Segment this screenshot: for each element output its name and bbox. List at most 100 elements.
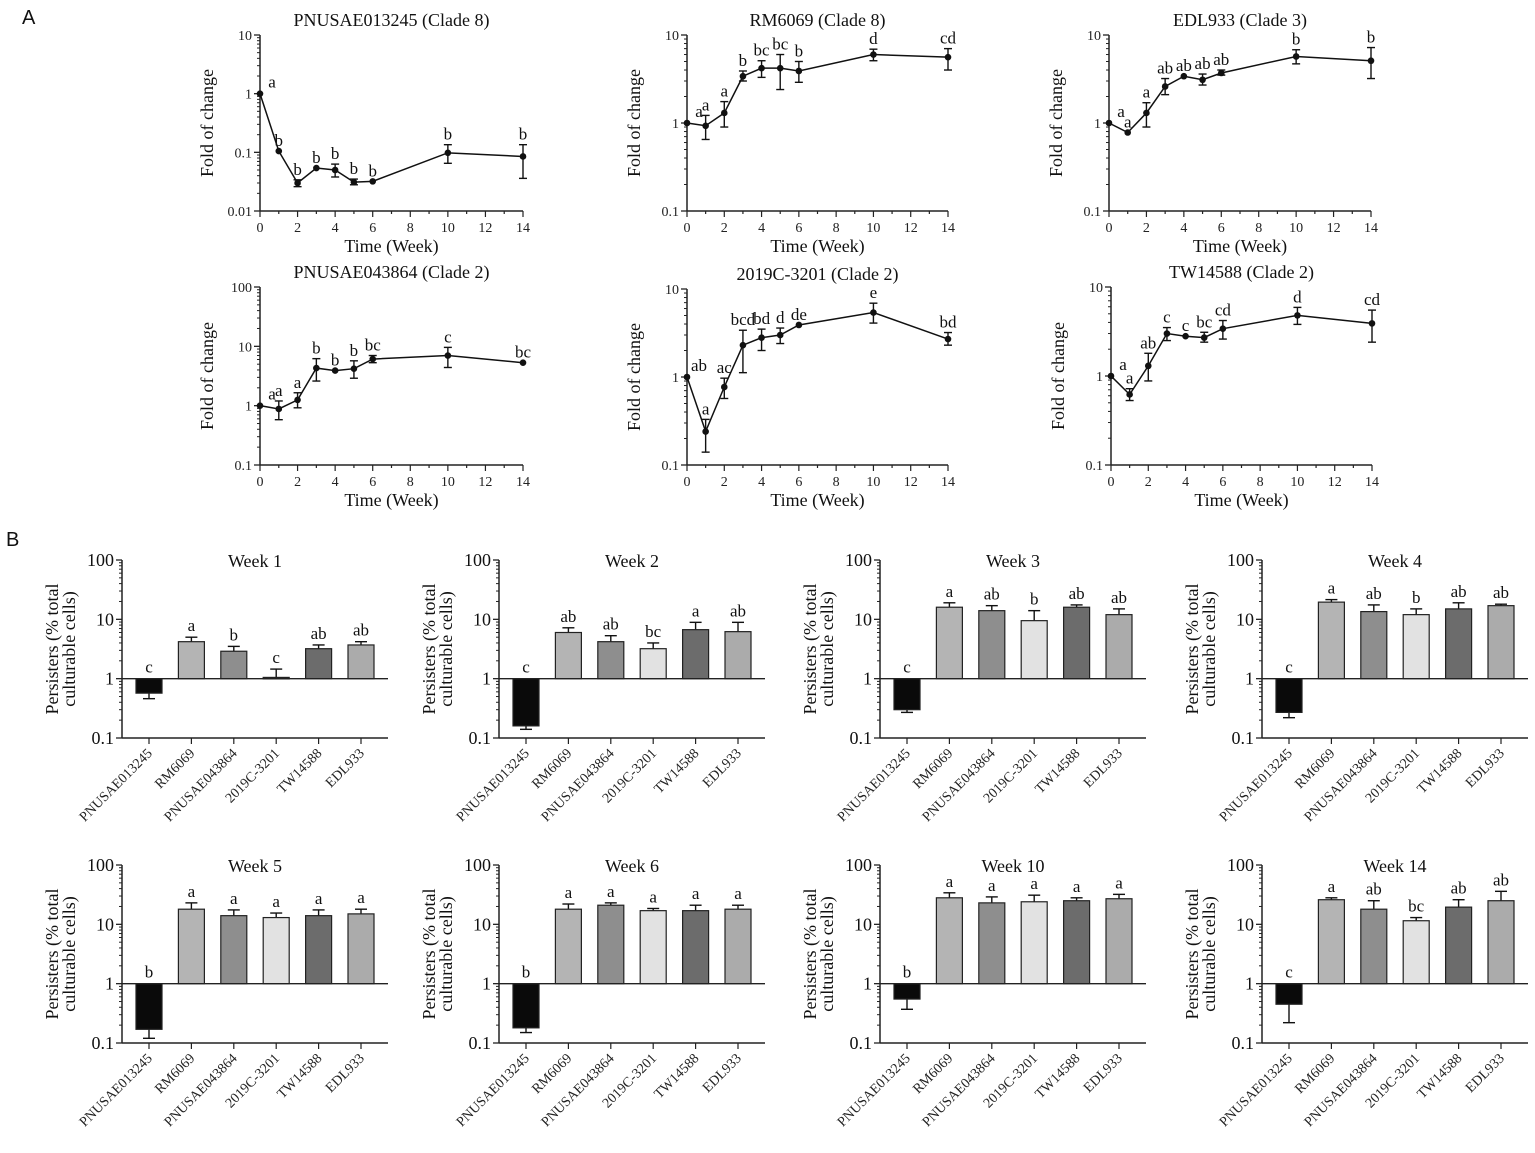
bar: [724, 631, 752, 680]
y-tick-label: 100: [87, 550, 114, 570]
x-tick-label: PNUSAE013245: [1217, 746, 1296, 825]
significance-letter: b: [350, 341, 359, 360]
x-tick-label: 6: [795, 221, 802, 236]
x-tick-label: PNUSAE013245: [454, 1051, 533, 1130]
data-point: [1200, 334, 1208, 341]
data-point: [739, 72, 747, 80]
y-tick-label: 1: [672, 117, 679, 132]
x-tick-label: 8: [1257, 475, 1264, 490]
series-line: [1110, 314, 1373, 396]
bar: [597, 904, 625, 985]
x-tick-label: 14: [516, 475, 530, 490]
y-axis-label: Persisters (% total: [419, 584, 440, 715]
data-point: [758, 334, 765, 341]
y-tick-label: 10: [96, 609, 114, 629]
y-tick-label: 0.1: [850, 728, 873, 748]
x-tick-label: 0: [1106, 221, 1113, 236]
data-point: [275, 147, 283, 155]
bar: [893, 678, 921, 711]
x-tick-label: 2: [294, 221, 301, 236]
significance-letter: b: [331, 144, 340, 163]
significance-letter: de: [791, 305, 807, 324]
y-axis-label: culturable cells): [436, 896, 457, 1011]
data-point: [256, 90, 264, 97]
significance-letter: bd: [940, 313, 958, 332]
x-tick-label: PNUSAE013245: [835, 1051, 914, 1130]
significance-letter: a: [734, 884, 742, 903]
x-tick-label: TW14588: [1033, 1051, 1084, 1102]
data-point: [1217, 69, 1225, 77]
significance-letter: a: [294, 373, 302, 392]
bar: [135, 678, 163, 694]
y-axis-label: culturable cells): [59, 896, 80, 1011]
significance-letter: a: [565, 883, 573, 902]
data-point: [944, 53, 952, 61]
significance-letter: bc: [1196, 312, 1213, 331]
x-tick-label: PNUSAE043864: [1302, 746, 1381, 825]
bar: [978, 610, 1006, 680]
x-tick-label: PNUSAE043864: [539, 746, 618, 825]
x-tick-label: 14: [1365, 475, 1379, 490]
x-axis-label: Time (Week): [344, 236, 438, 257]
y-tick-label: 1: [672, 371, 679, 386]
y-tick-label: 0.1: [1232, 1033, 1255, 1053]
y-tick-label: 10: [1087, 29, 1101, 44]
x-tick-label: PNUSAE013245: [77, 1051, 156, 1130]
significance-letter: a: [1115, 873, 1123, 892]
x-tick-label: 14: [516, 221, 530, 236]
chart-title: PNUSAE013245 (Clade 8): [294, 10, 490, 31]
x-tick-label: PNUSAE043864: [162, 1051, 241, 1130]
significance-letter: c: [1163, 308, 1171, 327]
y-tick-label: 1: [105, 669, 114, 689]
bar: [1062, 900, 1091, 985]
significance-letter: b: [519, 125, 528, 144]
bar: [681, 629, 710, 680]
x-tick-label: EDL933: [1081, 746, 1126, 791]
y-tick-label: 10: [238, 29, 252, 44]
bar: [512, 983, 540, 1029]
x-tick-label: 14: [941, 475, 955, 490]
bar: [1487, 900, 1515, 985]
significance-letter: d: [869, 29, 878, 48]
significance-letter: a: [357, 888, 365, 907]
significance-letter: b: [444, 125, 453, 144]
significance-letter: b: [368, 161, 377, 180]
chart-title: TW14588 (Clade 2): [1169, 262, 1314, 283]
bar: [1062, 606, 1091, 680]
bar: [1444, 906, 1473, 985]
x-tick-label: EDL933: [323, 746, 368, 791]
y-tick-label: 0.01: [228, 205, 253, 220]
bar: [554, 908, 583, 985]
significance-letter: c: [444, 327, 452, 346]
y-axis-label: culturable cells): [1199, 591, 1220, 706]
x-tick-label: TW14588: [652, 746, 703, 797]
data-point: [776, 64, 784, 72]
x-tick-label: 4: [1182, 475, 1189, 490]
y-tick-label: 1: [245, 88, 252, 103]
significance-letter: a: [695, 102, 703, 121]
significance-letter: bcd: [731, 310, 756, 329]
data-point: [1124, 129, 1132, 136]
significance-letter: ab: [311, 624, 327, 643]
significance-letter: a: [702, 399, 710, 418]
x-tick-label: 6: [369, 475, 376, 490]
significance-letter: b: [1367, 28, 1376, 47]
significance-letter: a: [1030, 874, 1038, 893]
bar: [978, 902, 1006, 985]
significance-letter: ab: [730, 601, 746, 620]
y-tick-label: 10: [1089, 281, 1103, 296]
y-tick-label: 0.1: [1086, 459, 1104, 474]
data-point: [720, 383, 728, 391]
line-chart-5: 0.1 1 10 0 2 4 6 8 10 12 14 TW14588 (Clade 2) Time (…: [1048, 262, 1381, 511]
y-tick-label: 10: [665, 283, 679, 298]
significance-letter: ab: [1111, 588, 1127, 607]
y-axis-label: culturable cells): [817, 591, 838, 706]
bar: [1020, 620, 1048, 680]
y-axis-label: Fold of change: [1048, 322, 1068, 430]
significance-letter: a: [946, 582, 954, 601]
bar: [1105, 898, 1133, 985]
x-axis-label: Time (Week): [1194, 490, 1288, 511]
y-tick-label: 10: [1236, 914, 1254, 934]
